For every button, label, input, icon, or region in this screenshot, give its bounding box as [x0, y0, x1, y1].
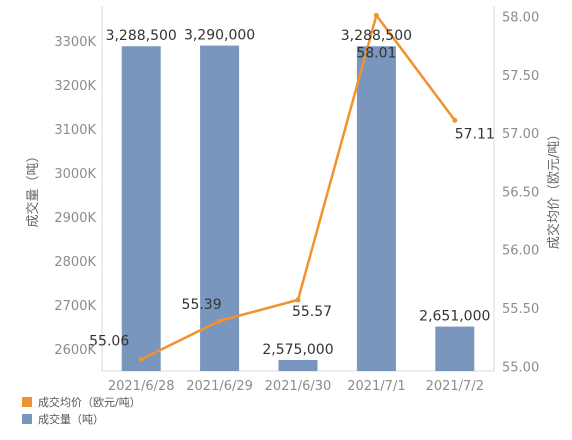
line-data-label: 57.11 — [455, 126, 495, 142]
bar — [435, 326, 475, 371]
right-tick-label: 57.50 — [502, 69, 539, 84]
right-tick-label: 58.00 — [502, 10, 539, 25]
right-axis-title: 成交均价（欧元/吨） — [546, 128, 562, 249]
right-tick-label: 56.00 — [502, 244, 539, 259]
left-tick-label: 2800K — [54, 255, 96, 270]
left-tick-label: 3300K — [54, 35, 96, 50]
right-tick-label: 55.50 — [502, 302, 539, 317]
legend: 成交均价（欧元/吨） 成交量（吨） — [22, 395, 141, 426]
legend-swatch — [22, 397, 32, 407]
x-tick-label: 2021/6/29 — [186, 379, 253, 394]
legend-label: 成交均价（欧元/吨） — [38, 395, 141, 409]
left-axis-title: 成交量（吨） — [25, 149, 41, 227]
right-tick-label: 56.50 — [502, 185, 539, 200]
bar-data-label: 2,575,000 — [262, 342, 333, 358]
right-tick-label: 55.00 — [502, 360, 539, 375]
line-point — [138, 356, 144, 362]
line-series — [138, 12, 458, 362]
line-data-label: 55.57 — [292, 304, 332, 320]
left-tick-label: 2600K — [54, 343, 96, 358]
axes: 2600K 2700K 2800K 2900K 3000K 3100K 3200K 3300K… — [25, 10, 562, 394]
x-tick-label: 2021/7/1 — [347, 379, 405, 394]
x-tick-label: 2021/7/2 — [426, 379, 484, 394]
bar-data-label: 3,288,500 — [341, 28, 412, 44]
legend-label: 成交量（吨） — [38, 412, 104, 426]
left-tick-label: 2700K — [54, 299, 96, 314]
bar — [121, 46, 161, 372]
bar-data-label: 2,651,000 — [419, 309, 490, 325]
legend-swatch — [22, 414, 32, 424]
x-tick-label: 2021/6/30 — [265, 379, 332, 394]
line-data-label: 58.01 — [356, 45, 396, 61]
bar-data-label: 3,288,500 — [106, 28, 177, 44]
data-labels: 3,288,500 3,290,000 2,575,000 3,288,500 2,65… — [89, 28, 495, 358]
left-tick-label: 3000K — [54, 167, 96, 182]
bar — [278, 360, 318, 371]
line-point — [295, 297, 301, 303]
left-tick-label: 2900K — [54, 211, 96, 226]
right-tick-label: 57.00 — [502, 127, 539, 142]
line-data-label: 55.06 — [89, 333, 129, 349]
line-point — [373, 12, 379, 18]
bar-data-label: 3,290,000 — [184, 28, 255, 44]
x-tick-label: 2021/6/28 — [108, 379, 175, 394]
line-data-label: 55.39 — [182, 297, 222, 313]
line-point — [452, 117, 458, 123]
bar-series — [121, 45, 475, 372]
left-tick-label: 3200K — [54, 79, 96, 94]
left-tick-label: 3100K — [54, 123, 96, 138]
bar — [356, 46, 396, 372]
line-point — [217, 318, 223, 324]
